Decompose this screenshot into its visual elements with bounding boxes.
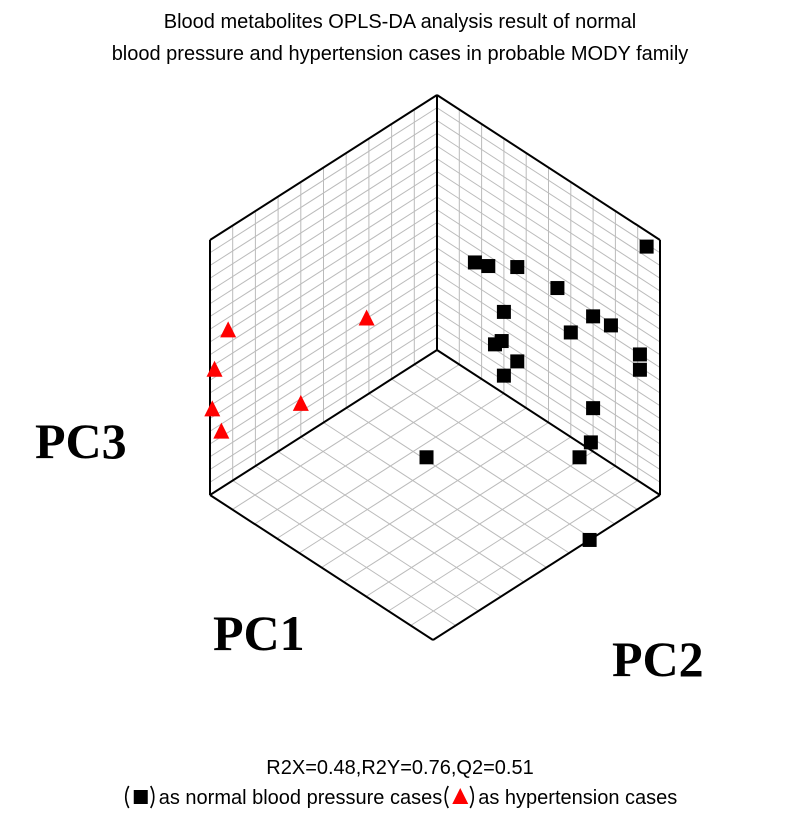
grid-line	[410, 480, 638, 626]
box-edge	[209, 94, 438, 241]
legend-label: as normal blood pressure cases	[159, 787, 442, 809]
grid-line	[209, 196, 438, 343]
chart-title: blood pressure and hypertension cases in…	[112, 43, 689, 65]
grid-line	[436, 298, 661, 445]
y-axis-label: PC2	[612, 631, 704, 687]
grid-line	[436, 324, 661, 470]
point	[481, 259, 496, 274]
legend-paren	[124, 785, 130, 809]
grid-line	[209, 260, 438, 407]
z-axis-label: PC3	[35, 413, 127, 469]
grid-line	[209, 336, 438, 483]
grid-line	[209, 183, 438, 330]
point	[487, 337, 502, 352]
legend: as normal blood pressure cases as hyperte…	[124, 785, 677, 809]
grid-line	[321, 422, 549, 568]
grid-line	[300, 436, 525, 583]
grid-line	[209, 234, 438, 381]
x-axis-label: PC1	[213, 605, 305, 661]
grid-line	[209, 247, 438, 394]
grid-line	[436, 183, 661, 330]
point	[550, 281, 565, 296]
grid-line	[343, 436, 572, 583]
point	[603, 318, 618, 333]
grid-line	[209, 120, 438, 266]
point	[586, 401, 601, 416]
grid-line	[209, 273, 438, 419]
grid-line	[209, 145, 438, 292]
legend-label: as hypertension cases	[478, 787, 677, 809]
point	[220, 321, 237, 338]
box-edge	[209, 494, 434, 641]
grid-line	[436, 247, 661, 394]
grid-line	[436, 120, 661, 266]
box-edge	[432, 494, 661, 641]
grid-line	[209, 132, 438, 279]
point	[510, 354, 525, 369]
grid-line	[365, 451, 594, 597]
annotation: R2X=0.48,R2Y=0.76,Q2=0.51	[266, 757, 533, 779]
grid-line	[436, 107, 661, 254]
grid-line	[436, 196, 661, 343]
points	[204, 239, 654, 547]
grid-line	[436, 285, 661, 432]
point	[586, 309, 601, 324]
grid-line	[209, 158, 438, 305]
legend-paren	[469, 785, 475, 809]
point	[358, 309, 375, 326]
grid-line	[388, 465, 616, 612]
point	[204, 400, 221, 417]
grid-line	[209, 209, 438, 356]
point	[572, 450, 587, 465]
grid-line	[436, 273, 661, 419]
point	[467, 255, 482, 270]
point	[419, 450, 434, 465]
grid-line	[436, 171, 661, 317]
point	[583, 435, 598, 450]
grid-line	[209, 298, 438, 445]
point	[563, 325, 578, 340]
grid-line	[209, 222, 438, 368]
grid-line	[436, 222, 661, 368]
box-edge	[209, 349, 438, 496]
point	[510, 260, 525, 275]
grid-line	[209, 324, 438, 470]
point	[206, 360, 223, 377]
grid-line	[436, 336, 661, 483]
point	[213, 422, 230, 439]
grid-line	[436, 260, 661, 407]
grid-line	[209, 311, 438, 458]
grid-line	[436, 311, 661, 458]
grid-line	[436, 132, 661, 279]
box-edge	[436, 349, 661, 496]
point	[639, 239, 654, 254]
grid-line	[436, 209, 661, 356]
legend-marker	[133, 790, 148, 804]
legend-marker	[452, 788, 469, 804]
legend-paren	[444, 785, 449, 809]
point	[496, 304, 511, 319]
grid-line	[209, 171, 438, 317]
grid-line	[209, 285, 438, 432]
point	[632, 362, 647, 377]
point	[292, 394, 309, 411]
box-edge	[436, 94, 661, 241]
grid-line	[232, 480, 456, 626]
grid-line	[277, 451, 502, 597]
grid-line	[436, 145, 661, 292]
point	[632, 347, 647, 362]
legend-paren	[150, 785, 155, 809]
point	[582, 532, 597, 547]
grid-line	[436, 158, 661, 305]
grid-line	[209, 107, 438, 254]
point	[496, 368, 511, 383]
plot-box	[209, 94, 661, 641]
grid-line	[255, 465, 479, 612]
chart-title: Blood metabolites OPLS-DA analysis resul…	[164, 11, 636, 33]
